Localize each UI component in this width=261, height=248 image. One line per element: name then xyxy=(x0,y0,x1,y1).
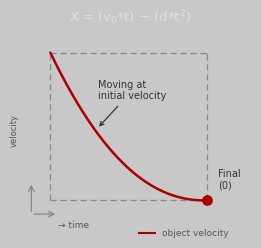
Text: → time: → time xyxy=(58,221,89,230)
Text: X = (v$_0$*t) $-$ (d*t$^2$): X = (v$_0$*t) $-$ (d*t$^2$) xyxy=(69,8,192,27)
Text: Final
(0): Final (0) xyxy=(218,169,241,191)
Point xyxy=(205,198,209,202)
Text: Moving at
initial velocity: Moving at initial velocity xyxy=(98,80,166,126)
Text: velocity: velocity xyxy=(10,114,19,147)
Legend: object velocity: object velocity xyxy=(135,226,233,242)
